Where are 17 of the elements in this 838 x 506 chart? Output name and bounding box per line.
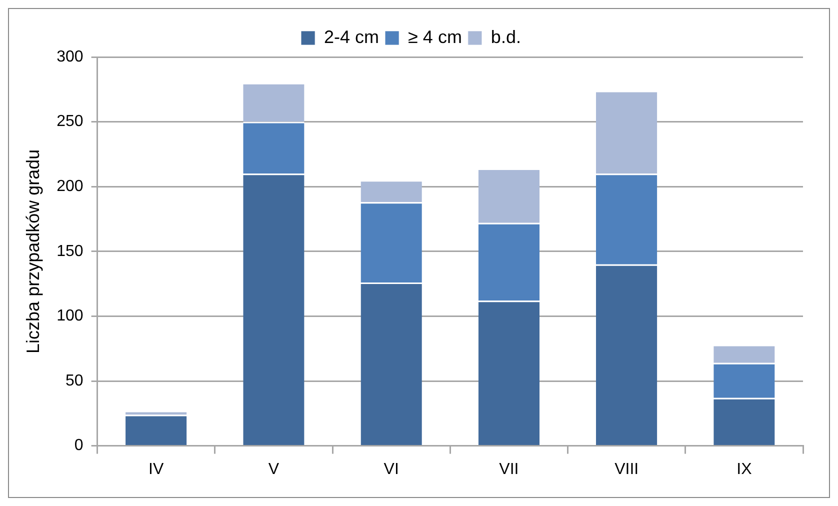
y-tick-label: 200: [56, 178, 84, 196]
y-tick-label: 100: [56, 308, 84, 325]
x-tick-label: VIII: [614, 460, 639, 478]
legend-label: 2-4 cm: [324, 26, 380, 47]
legend-label: ≥ 4 cm: [408, 26, 462, 47]
x-tick-label: VII: [499, 460, 519, 478]
y-axis-title: Liczba przypadków gradu: [22, 149, 43, 354]
x-tick-label: V: [268, 460, 280, 478]
y-tick-label: 300: [56, 48, 84, 66]
x-tick-label: IV: [148, 460, 164, 478]
y-tick-label: 250: [56, 113, 84, 130]
y-tick-label: 50: [66, 372, 84, 390]
y-tick-label: 0: [74, 437, 84, 454]
legend-label: b.d.: [490, 26, 521, 47]
y-tick-label: 150: [56, 242, 84, 260]
x-tick-label: IX: [736, 460, 752, 478]
x-tick-label: VI: [384, 460, 399, 478]
